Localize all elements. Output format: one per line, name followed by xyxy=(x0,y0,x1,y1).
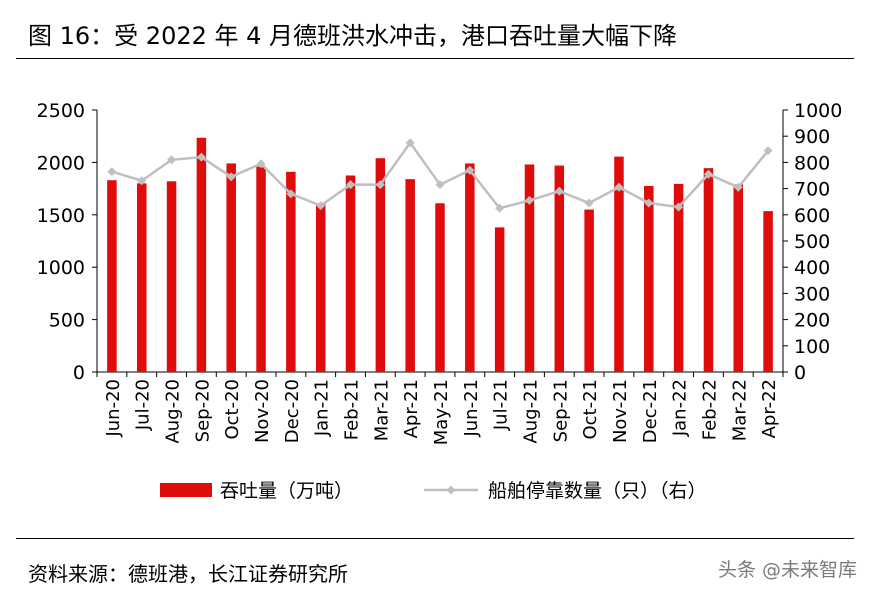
right-tick-label: 1000 xyxy=(794,100,842,122)
bar-Sep-20 xyxy=(196,137,207,372)
x-tick-label: Apr-22 xyxy=(759,379,780,438)
x-tick-label: Mar-21 xyxy=(371,379,392,441)
x-tick-label: Jun-20 xyxy=(103,379,124,438)
ship-count-point-Jan-21 xyxy=(316,201,326,211)
ship-count-point-Aug-21 xyxy=(524,195,534,205)
x-tick-label: Sep-21 xyxy=(550,379,571,442)
ship-count-point-Jun-21 xyxy=(465,165,475,175)
ship-count-point-Sep-21 xyxy=(554,186,564,196)
x-tick-label: Oct-20 xyxy=(222,379,243,440)
bar-Oct-20 xyxy=(226,163,236,372)
bar-Jan-22 xyxy=(673,183,684,372)
legend-bar-label: 吞吐量（万吨） xyxy=(220,480,353,502)
x-tick-label: Feb-22 xyxy=(699,379,720,440)
ship-count-point-Feb-21 xyxy=(346,180,356,190)
bar-Mar-22 xyxy=(733,184,744,372)
bar-Jun-21 xyxy=(465,163,475,372)
right-tick-label: 600 xyxy=(794,205,830,227)
right-tick-label: 100 xyxy=(794,336,830,358)
ship-count-point-Mar-22 xyxy=(733,182,743,192)
bar-May-21 xyxy=(435,203,445,372)
x-tick-label: Jan-21 xyxy=(312,379,333,437)
x-tick-label: Jun-21 xyxy=(461,379,482,438)
x-tick-label: Nov-20 xyxy=(252,379,273,443)
left-tick-label: 2500 xyxy=(37,100,85,122)
x-tick-label: Nov-21 xyxy=(610,379,631,443)
legend-line-marker xyxy=(446,485,456,495)
ship-count-point-Jul-20 xyxy=(137,176,147,186)
ship-count-line xyxy=(111,140,770,210)
source-note: 资料来源：德班港，长江证券研究所 xyxy=(28,562,348,586)
ship-count-point-Oct-20 xyxy=(226,172,236,182)
ship-count-point-Jan-22 xyxy=(674,202,684,212)
right-tick-label: 900 xyxy=(794,126,830,148)
bar-Dec-21 xyxy=(644,185,654,372)
ship-count-point-Feb-22 xyxy=(703,169,713,179)
ship-count-point-Sep-20 xyxy=(196,152,206,162)
title-divider xyxy=(16,58,854,59)
bar-Apr-22 xyxy=(763,211,773,372)
bar-Nov-21 xyxy=(614,156,624,372)
left-tick-label: 1500 xyxy=(37,205,85,227)
ship-count-point-Mar-21 xyxy=(375,180,385,190)
bar-Jun-20 xyxy=(107,180,117,372)
x-tick-label: Jan-22 xyxy=(670,379,691,437)
x-tick-label: Jul-21 xyxy=(491,379,512,431)
x-tick-label: Dec-21 xyxy=(640,379,661,443)
bar-Aug-20 xyxy=(166,181,177,372)
ship-count-point-May-21 xyxy=(435,180,445,190)
right-tick-label: 200 xyxy=(794,310,830,332)
x-tick-label: Oct-21 xyxy=(580,379,601,440)
bar-Jan-21 xyxy=(315,204,326,372)
ship-count-point-Dec-20 xyxy=(286,189,296,199)
bar-Mar-21 xyxy=(375,158,386,372)
left-tick-label: 0 xyxy=(73,362,85,384)
ship-count-point-Aug-20 xyxy=(167,155,177,165)
ship-count-point-Dec-21 xyxy=(644,198,654,208)
x-tick-label: Aug-21 xyxy=(520,379,541,444)
right-tick-label: 500 xyxy=(794,231,830,253)
left-tick-label: 500 xyxy=(49,310,85,332)
ship-count-point-Nov-21 xyxy=(614,182,624,192)
legend-bar-swatch xyxy=(160,483,212,497)
ship-count-point-Apr-22 xyxy=(763,146,773,156)
watermark: 头条 @未来智库 xyxy=(717,559,857,581)
ship-count-point-Oct-21 xyxy=(584,198,594,208)
x-tick-label: Aug-20 xyxy=(163,379,184,444)
x-tick-label: Apr-21 xyxy=(401,379,422,438)
legend-line-label: 船舶停靠数量（只）（右） xyxy=(488,480,707,502)
ship-count-point-Apr-21 xyxy=(405,138,415,148)
bar-Jul-21 xyxy=(494,227,505,372)
bar-Dec-20 xyxy=(286,171,296,372)
bar-Feb-22 xyxy=(703,168,714,372)
chart-title: 图 16：受 2022 年 4 月德班洪水冲击，港口吞吐量大幅下降 xyxy=(28,22,678,50)
x-tick-label: May-21 xyxy=(431,379,452,445)
bar-Jul-20 xyxy=(136,183,147,372)
ship-count-point-Nov-20 xyxy=(256,159,266,169)
source-divider xyxy=(16,538,854,539)
x-tick-label: Jul-20 xyxy=(133,379,154,431)
right-tick-label: 0 xyxy=(794,362,806,384)
x-tick-label: Sep-20 xyxy=(192,379,213,442)
bar-Apr-21 xyxy=(405,179,415,372)
ship-count-point-Jun-20 xyxy=(107,167,117,177)
bar-Oct-21 xyxy=(584,209,594,372)
left-tick-label: 1000 xyxy=(37,257,85,279)
x-tick-label: Feb-21 xyxy=(342,379,363,440)
left-tick-label: 2000 xyxy=(37,152,85,174)
x-tick-label: Mar-22 xyxy=(729,379,750,441)
right-tick-label: 700 xyxy=(794,179,830,201)
bar-Nov-20 xyxy=(256,166,266,372)
ship-count-point-Jul-21 xyxy=(495,203,505,213)
x-tick-label: Dec-20 xyxy=(282,379,303,443)
right-tick-label: 800 xyxy=(794,152,830,174)
bar-Aug-21 xyxy=(524,164,535,372)
bar-Feb-21 xyxy=(345,175,356,372)
right-tick-label: 300 xyxy=(794,283,830,305)
bar-Sep-21 xyxy=(554,165,565,372)
right-tick-label: 400 xyxy=(794,257,830,279)
